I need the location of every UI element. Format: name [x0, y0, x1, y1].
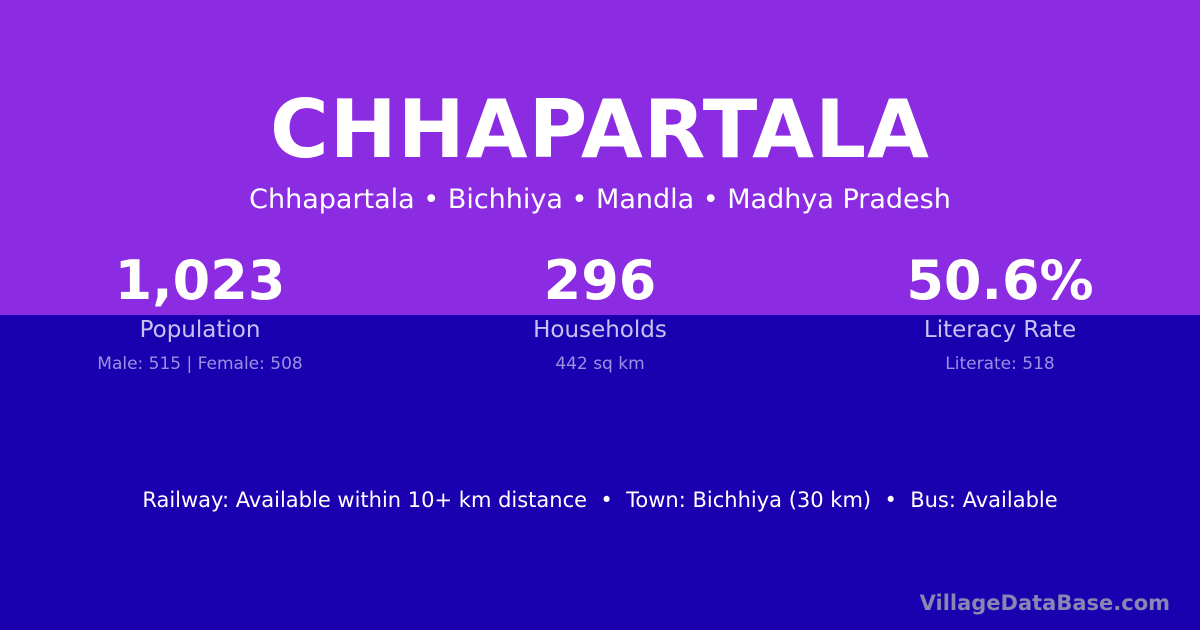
stat-label: Literacy Rate: [923, 317, 1077, 343]
village-title: CHHAPARTALA: [270, 83, 930, 176]
stat-label: Population: [139, 317, 261, 343]
transport-info: Railway: Available within 10+ km distanc…: [142, 488, 1058, 512]
stat-households: 296 Households 442 sq km: [400, 250, 800, 376]
stat-population: 1,023 Population Male: 515 | Female: 508: [0, 250, 400, 376]
brand-watermark: VillageDataBase.com: [919, 591, 1170, 615]
stat-detail: 442 sq km: [555, 354, 645, 374]
stat-value: 50.6%: [906, 249, 1094, 312]
stat-detail: Literate: 518: [945, 354, 1055, 374]
stat-detail: Male: 515 | Female: 508: [97, 354, 303, 374]
stat-value: 1,023: [114, 249, 286, 312]
header-band: [0, 0, 1200, 315]
stat-literacy: 50.6% Literacy Rate Literate: 518: [800, 250, 1200, 376]
stat-label: Households: [533, 317, 667, 343]
location-breadcrumb: Chhapartala • Bichhiya • Mandla • Madhya…: [249, 184, 951, 215]
stat-value: 296: [543, 249, 657, 312]
